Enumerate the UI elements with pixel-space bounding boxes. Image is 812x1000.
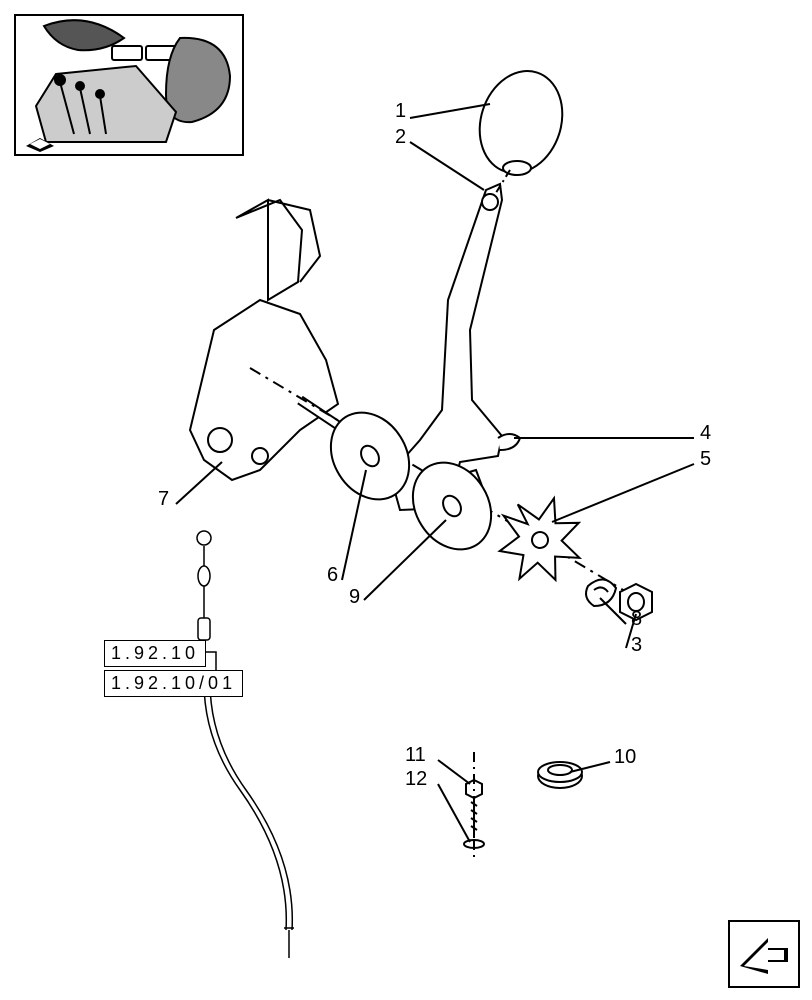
callout-2: 2: [395, 126, 406, 149]
callout-6: 6: [327, 564, 338, 587]
callout-10: 10: [614, 746, 636, 769]
diagram-canvas: 1 2 4 5 8 3 6 9 7 10 11 12 1.92.10 1.92.…: [0, 0, 812, 1000]
callout-7: 7: [158, 488, 169, 511]
next-arrow-icon: [730, 922, 798, 986]
callout-4: 4: [700, 422, 711, 445]
callout-1: 1: [395, 100, 406, 123]
callout-11: 11: [405, 744, 426, 767]
main-diagram: [0, 0, 812, 1000]
callout-5: 5: [700, 448, 711, 471]
callout-9: 9: [349, 586, 360, 609]
callout-12: 12: [405, 768, 427, 791]
callout-3: 3: [631, 634, 642, 657]
ref-box-2: 1.92.10/01: [104, 670, 243, 697]
ref-box-1: 1.92.10: [104, 640, 206, 667]
next-page-box[interactable]: [728, 920, 800, 988]
callout-8: 8: [631, 608, 642, 631]
